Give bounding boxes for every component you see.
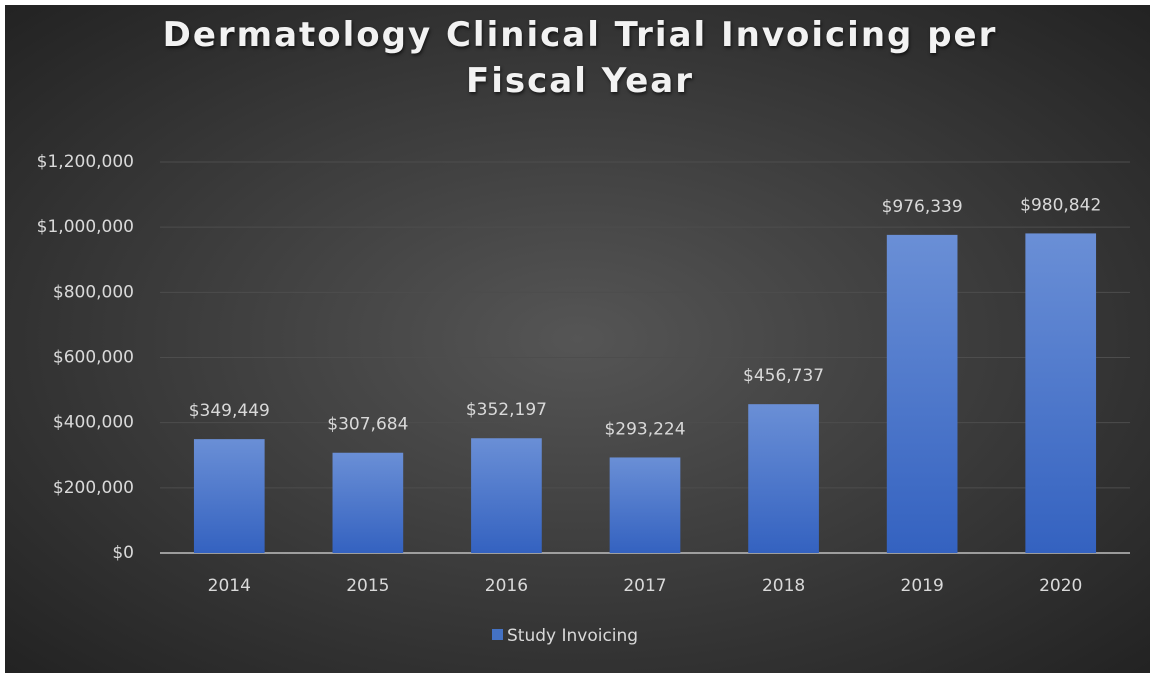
y-tick-label: $200,000 [53,478,134,498]
title-box: Dermatology Clinical Trial Invoicing per… [162,15,998,101]
data-label: $456,737 [743,366,824,386]
bar [886,234,958,553]
data-label: $307,684 [327,415,408,435]
bar [748,404,819,553]
x-tick-label: 2018 [762,576,805,596]
legend-label: Study Invoicing [507,626,638,646]
data-label: $349,449 [189,401,270,421]
data-label: $976,339 [882,197,963,217]
y-tick-label: $800,000 [53,282,134,302]
x-tick-label: 2015 [346,576,389,596]
x-tick-label: 2017 [623,576,666,596]
data-label: $980,842 [1020,195,1101,215]
x-tick-label: 2020 [1039,576,1082,596]
y-tick-label: $400,000 [53,413,134,433]
bar [193,439,265,553]
y-tick-label: $600,000 [53,348,134,368]
x-tick-label: 2019 [901,576,944,596]
bar [609,457,681,553]
data-label: $352,197 [466,400,547,420]
y-tick-label: $0 [112,543,134,563]
y-tick-label: $1,000,000 [37,217,134,237]
chart-title: Dermatology Clinical Trial Invoicing per… [162,15,998,101]
bar [471,438,542,553]
data-label: $293,224 [604,419,685,439]
x-tick-label: 2014 [208,576,251,596]
y-tick-label: $1,200,000 [37,152,134,172]
x-tick-label: 2016 [485,576,528,596]
chart-background [5,5,1150,673]
legend-swatch [492,629,503,640]
bar [1025,233,1097,553]
bar [332,452,404,553]
